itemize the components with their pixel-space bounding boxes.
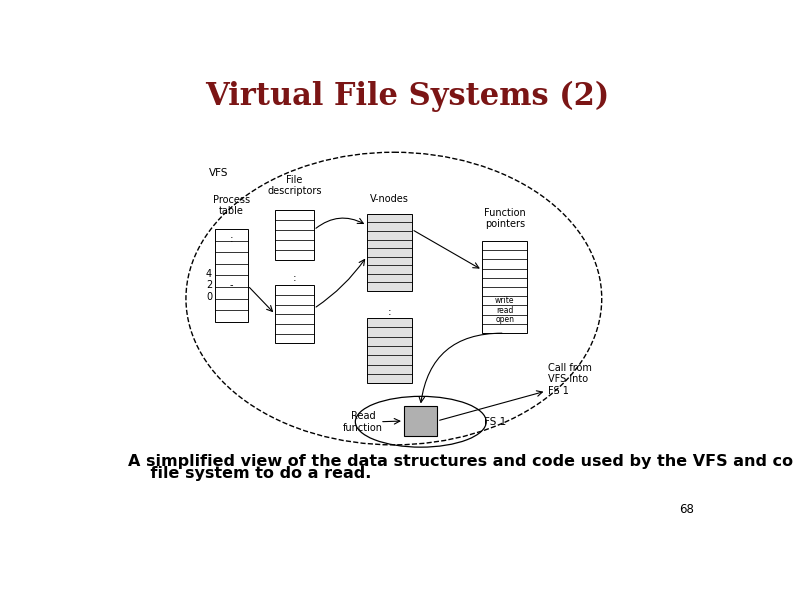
Bar	[367, 318, 411, 383]
Text: :: :	[387, 306, 391, 317]
Text: Virtual File Systems (2): Virtual File Systems (2)	[205, 80, 609, 112]
Text: VFS: VFS	[209, 168, 229, 178]
Text: 68: 68	[679, 503, 694, 516]
Text: File
descriptors: File descriptors	[268, 174, 322, 196]
Text: FS 1: FS 1	[484, 416, 507, 427]
Text: -: -	[229, 280, 233, 290]
Text: 4: 4	[206, 269, 212, 279]
Text: read: read	[496, 306, 514, 315]
Bar	[367, 214, 411, 291]
Bar	[404, 406, 437, 436]
Bar	[215, 229, 248, 322]
Text: A simplified view of the data structures and code used by the VFS and concrete: A simplified view of the data structures…	[128, 454, 794, 469]
Text: Read
function: Read function	[343, 411, 383, 433]
Text: V-nodes: V-nodes	[370, 194, 409, 204]
Bar	[276, 210, 314, 260]
Text: Call from
VFS into
FS 1: Call from VFS into FS 1	[548, 363, 592, 396]
Text: write: write	[495, 296, 515, 305]
Text: file system to do a read.: file system to do a read.	[128, 466, 372, 481]
Text: :: :	[293, 273, 296, 283]
Text: open: open	[495, 315, 515, 324]
Bar	[483, 241, 527, 333]
Bar	[276, 286, 314, 343]
Text: 2: 2	[206, 280, 212, 290]
Text: :: :	[229, 234, 233, 245]
Text: Function
pointers: Function pointers	[484, 208, 526, 229]
Text: 0: 0	[206, 292, 212, 302]
Text: Process
table: Process table	[213, 195, 250, 216]
